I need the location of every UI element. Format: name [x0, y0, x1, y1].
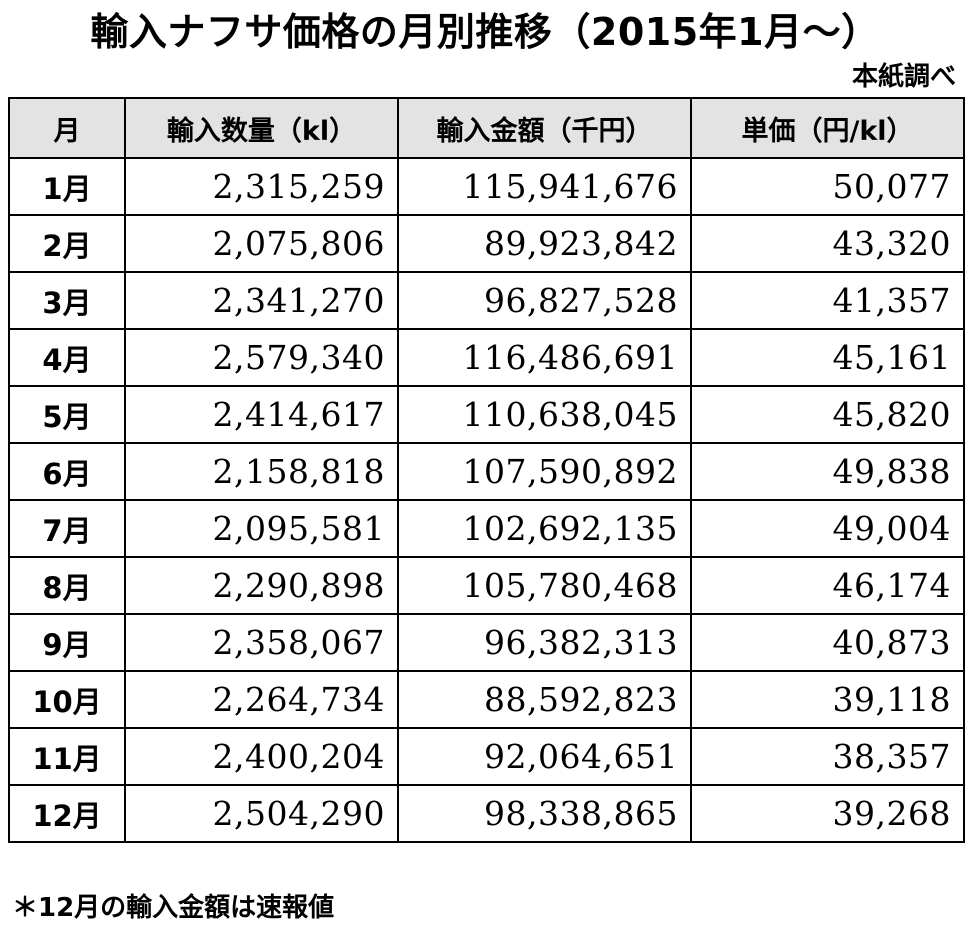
- header-import-amount: 輸入金額（千円）: [397, 97, 692, 159]
- header-import-volume: 輸入数量（kl）: [124, 97, 399, 159]
- volume-cell: 2,414,617: [124, 385, 399, 444]
- month-cell: 2月: [8, 214, 126, 273]
- table-row: 2月 2,075,806 89,923,842 43,320: [8, 214, 965, 273]
- price-cell: 50,077: [690, 157, 965, 216]
- amount-cell: 102,692,135: [397, 499, 692, 558]
- volume-cell: 2,504,290: [124, 784, 399, 843]
- month-cell: 1月: [8, 157, 126, 216]
- amount-cell: 105,780,468: [397, 556, 692, 615]
- price-cell: 45,161: [690, 328, 965, 387]
- amount-cell: 115,941,676: [397, 157, 692, 216]
- table-row: 7月 2,095,581 102,692,135 49,004: [8, 499, 965, 558]
- volume-cell: 2,341,270: [124, 271, 399, 330]
- price-cell: 41,357: [690, 271, 965, 330]
- price-cell: 46,174: [690, 556, 965, 615]
- volume-cell: 2,315,259: [124, 157, 399, 216]
- table-row: 6月 2,158,818 107,590,892 49,838: [8, 442, 965, 501]
- price-cell: 45,820: [690, 385, 965, 444]
- volume-cell: 2,290,898: [124, 556, 399, 615]
- month-cell: 9月: [8, 613, 126, 672]
- price-cell: 49,004: [690, 499, 965, 558]
- volume-cell: 2,075,806: [124, 214, 399, 273]
- table-row: 8月 2,290,898 105,780,468 46,174: [8, 556, 965, 615]
- amount-cell: 96,827,528: [397, 271, 692, 330]
- price-cell: 38,357: [690, 727, 965, 786]
- amount-cell: 98,338,865: [397, 784, 692, 843]
- table-row: 12月 2,504,290 98,338,865 39,268: [8, 784, 965, 843]
- amount-cell: 88,592,823: [397, 670, 692, 729]
- header-month: 月: [8, 97, 126, 159]
- table-row: 3月 2,341,270 96,827,528 41,357: [8, 271, 965, 330]
- amount-cell: 89,923,842: [397, 214, 692, 273]
- price-cell: 43,320: [690, 214, 965, 273]
- header-row: 月 輸入数量（kl） 輸入金額（千円） 単価（円/kl）: [8, 97, 965, 159]
- naphtha-price-table: 月 輸入数量（kl） 輸入金額（千円） 単価（円/kl） 1月 2,315,25…: [8, 97, 965, 843]
- table-row: 1月 2,315,259 115,941,676 50,077: [8, 157, 965, 216]
- volume-cell: 2,579,340: [124, 328, 399, 387]
- month-cell: 4月: [8, 328, 126, 387]
- table-row: 4月 2,579,340 116,486,691 45,161: [8, 328, 965, 387]
- price-cell: 49,838: [690, 442, 965, 501]
- amount-cell: 107,590,892: [397, 442, 692, 501]
- volume-cell: 2,358,067: [124, 613, 399, 672]
- table-row: 11月 2,400,204 92,064,651 38,357: [8, 727, 965, 786]
- month-cell: 6月: [8, 442, 126, 501]
- table-row: 10月 2,264,734 88,592,823 39,118: [8, 670, 965, 729]
- amount-cell: 96,382,313: [397, 613, 692, 672]
- month-cell: 7月: [8, 499, 126, 558]
- header-unit-price: 単価（円/kl）: [690, 97, 965, 159]
- month-cell: 3月: [8, 271, 126, 330]
- month-cell: 8月: [8, 556, 126, 615]
- month-cell: 11月: [8, 727, 126, 786]
- price-cell: 39,268: [690, 784, 965, 843]
- source-note: 本紙調べ: [851, 62, 956, 92]
- price-cell: 40,873: [690, 613, 965, 672]
- table-row: 9月 2,358,067 96,382,313 40,873: [8, 613, 965, 672]
- amount-cell: 110,638,045: [397, 385, 692, 444]
- volume-cell: 2,158,818: [124, 442, 399, 501]
- volume-cell: 2,095,581: [124, 499, 399, 558]
- month-cell: 5月: [8, 385, 126, 444]
- month-cell: 10月: [8, 670, 126, 729]
- month-cell: 12月: [8, 784, 126, 843]
- price-cell: 39,118: [690, 670, 965, 729]
- page-title: 輸入ナフサ価格の月別推移（2015年1月～）: [90, 10, 880, 54]
- volume-cell: 2,264,734: [124, 670, 399, 729]
- amount-cell: 92,064,651: [397, 727, 692, 786]
- volume-cell: 2,400,204: [124, 727, 399, 786]
- footnote: ＊12月の輸入金額は速報値: [12, 893, 335, 923]
- table-row: 5月 2,414,617 110,638,045 45,820: [8, 385, 965, 444]
- amount-cell: 116,486,691: [397, 328, 692, 387]
